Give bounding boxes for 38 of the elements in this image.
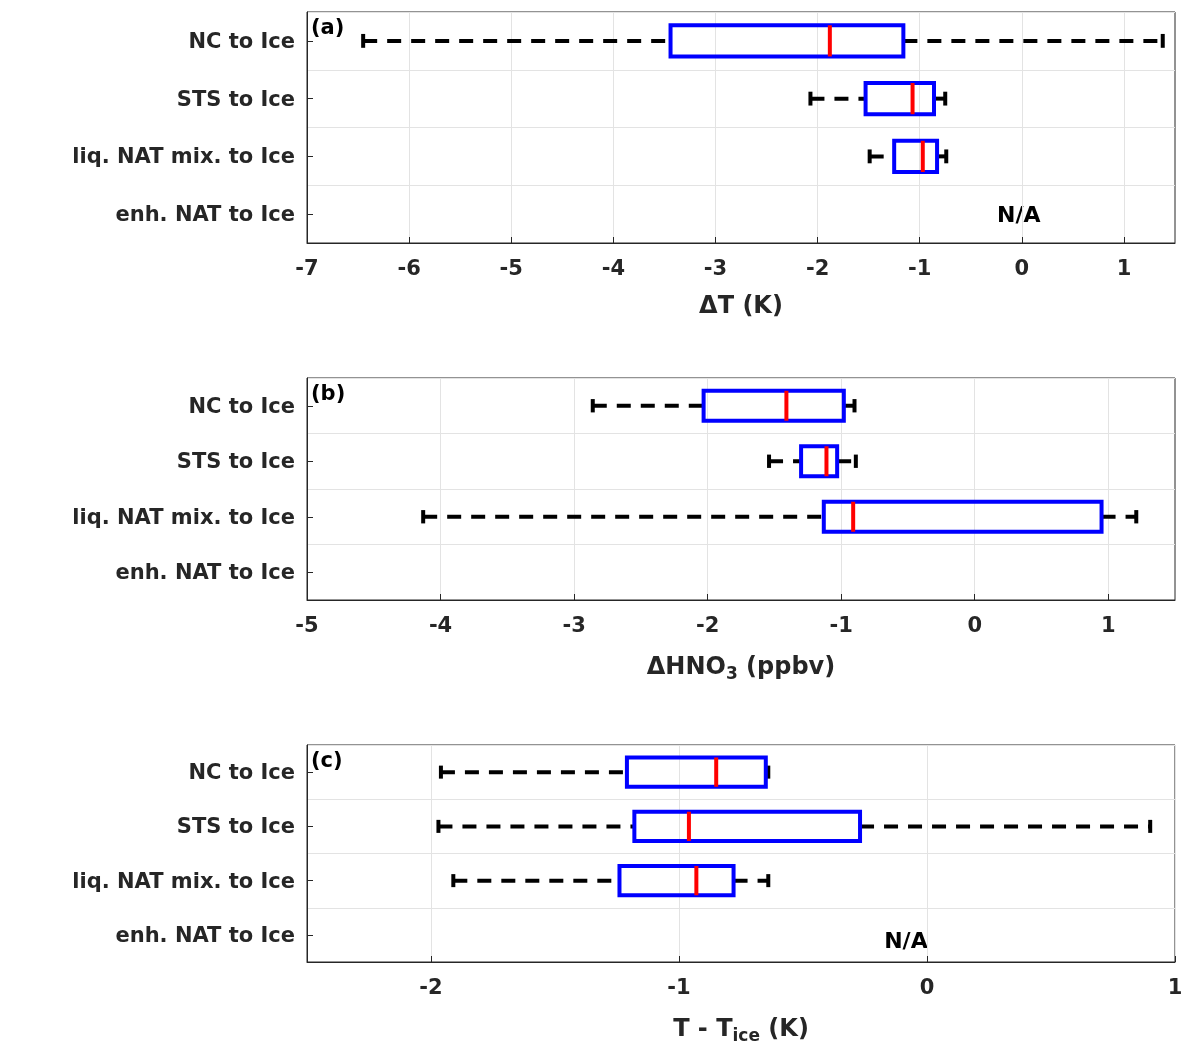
x-tick-label: 1 — [1100, 612, 1116, 637]
x-tick-label: 1 — [1116, 255, 1132, 280]
x-tick-label: -1 — [908, 255, 932, 280]
y-tick-label: NC to Ice — [188, 28, 295, 53]
y-tick-label: enh. NAT to Ice — [115, 202, 295, 227]
y-tick-label: NC to Ice — [188, 760, 295, 785]
x-tick-label: -3 — [562, 612, 586, 637]
x-tick-label: 0 — [967, 612, 982, 637]
y-tick-label: enh. NAT to Ice — [115, 560, 295, 585]
y-tick-label: NC to Ice — [188, 393, 295, 418]
x-tick-label: -7 — [295, 255, 319, 280]
x-tick-label: 1 — [1167, 974, 1183, 999]
y-tick-label: STS to Ice — [176, 86, 295, 111]
x-tick-label: -2 — [695, 612, 720, 637]
x-tick-label: -6 — [397, 255, 421, 280]
x-axis-title: ΔT (K) — [699, 291, 783, 319]
x-tick-label: -2 — [805, 255, 830, 280]
x-tick-label: -5 — [499, 255, 523, 280]
annotation: N/A — [884, 927, 928, 953]
y-tick-label: STS to Ice — [176, 814, 295, 839]
annotation: (c) — [311, 747, 343, 772]
x-tick-label: 0 — [919, 974, 935, 999]
x-tick-label: -4 — [601, 255, 626, 280]
y-tick-label: STS to Ice — [176, 449, 295, 474]
x-tick-label: -1 — [829, 612, 853, 637]
y-tick-label: liq. NAT mix. to Ice — [72, 144, 295, 169]
annotation: (a) — [311, 14, 345, 39]
y-tick-label: liq. NAT mix. to Ice — [72, 868, 295, 893]
x-tick-label: -5 — [295, 612, 319, 637]
y-tick-label: enh. NAT to Ice — [115, 922, 295, 947]
x-tick-label: -4 — [428, 612, 453, 637]
x-tick-label: -1 — [667, 974, 691, 999]
x-tick-label: -3 — [703, 255, 728, 280]
x-tick-label: 0 — [1014, 255, 1030, 280]
y-tick-label: liq. NAT mix. to Ice — [72, 504, 295, 529]
annotation: (b) — [311, 380, 346, 405]
x-tick-label: -2 — [419, 974, 443, 999]
annotation: N/A — [997, 201, 1041, 227]
